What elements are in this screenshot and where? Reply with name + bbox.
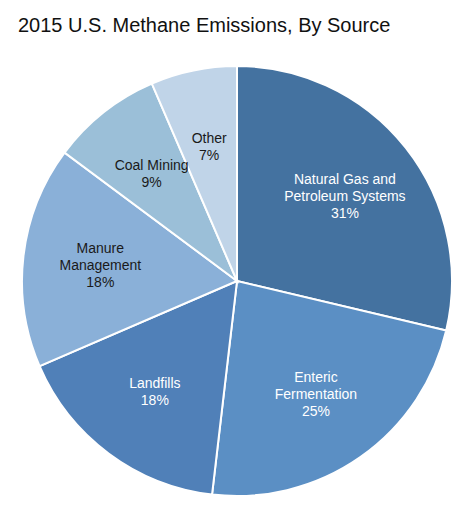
svg-text:Natural Gas andPetroleum Syste: Natural Gas andPetroleum Systems31% xyxy=(284,171,405,221)
svg-text:Other7%: Other7% xyxy=(192,130,227,163)
svg-text:Landfills18%: Landfills18% xyxy=(129,375,180,408)
svg-text:ManureManagement18%: ManureManagement18% xyxy=(59,240,141,290)
svg-text:EntericFermentation25%: EntericFermentation25% xyxy=(275,369,357,419)
html-text:2015 U.S. Methane Emissions, B: 2015 U.S. Methane Emissions, By Source xyxy=(18,14,391,36)
svg-text:Coal Mining9%: Coal Mining9% xyxy=(115,157,189,190)
